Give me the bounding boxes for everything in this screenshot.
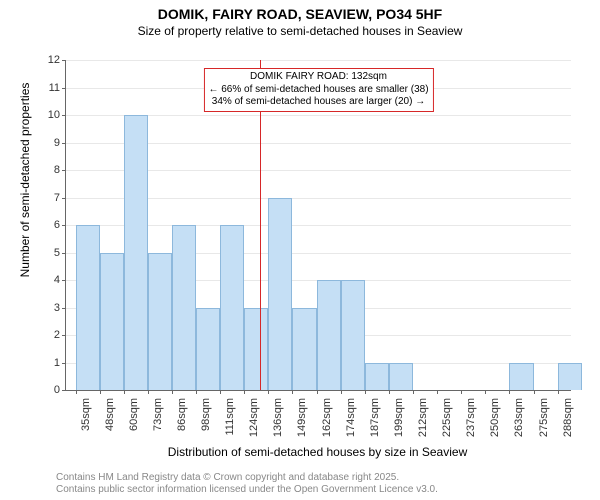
histogram-bar — [317, 280, 341, 390]
x-tick-label: 174sqm — [345, 398, 357, 437]
chart-title-main: DOMIK, FAIRY ROAD, SEAVIEW, PO34 5HF — [0, 6, 600, 22]
chart-title-sub: Size of property relative to semi-detach… — [0, 24, 600, 38]
plot-area: 012345678910111235sqm48sqm60sqm73sqm86sq… — [65, 60, 571, 391]
histogram-bar — [558, 363, 582, 391]
y-tick-mark — [62, 143, 66, 144]
x-tick-label: 111sqm — [224, 398, 236, 436]
x-tick-label: 199sqm — [393, 398, 405, 437]
x-tick-mark — [220, 390, 221, 394]
x-tick-label: 48sqm — [104, 398, 116, 431]
y-tick-mark — [62, 198, 66, 199]
x-tick-mark — [317, 390, 318, 394]
annotation-box: DOMIK FAIRY ROAD: 132sqm← 66% of semi-de… — [203, 68, 433, 112]
y-tick-mark — [62, 253, 66, 254]
x-tick-mark — [534, 390, 535, 394]
x-tick-label: 212sqm — [417, 398, 429, 437]
x-tick-label: 187sqm — [369, 398, 381, 437]
x-tick-label: 60sqm — [128, 398, 140, 431]
histogram-bar — [268, 198, 292, 391]
x-tick-mark — [413, 390, 414, 394]
histogram-bar — [172, 225, 196, 390]
x-tick-mark — [437, 390, 438, 394]
histogram-bar — [220, 225, 244, 390]
histogram-bar — [509, 363, 533, 391]
chart-container: DOMIK, FAIRY ROAD, SEAVIEW, PO34 5HF Siz… — [0, 0, 600, 500]
histogram-bar — [148, 253, 172, 391]
x-tick-label: 73sqm — [152, 398, 164, 431]
y-axis-label: Number of semi-detached properties — [18, 15, 32, 345]
x-tick-mark — [124, 390, 125, 394]
histogram-bar — [76, 225, 100, 390]
x-tick-mark — [485, 390, 486, 394]
x-tick-mark — [509, 390, 510, 394]
y-tick-mark — [62, 115, 66, 116]
x-tick-mark — [76, 390, 77, 394]
x-tick-label: 237sqm — [465, 398, 477, 437]
x-tick-label: 263sqm — [513, 398, 525, 437]
x-tick-label: 250sqm — [489, 398, 501, 437]
histogram-bar — [365, 363, 389, 391]
x-tick-label: 98sqm — [200, 398, 212, 431]
y-tick-mark — [62, 60, 66, 61]
x-tick-mark — [172, 390, 173, 394]
annotation-line: ← 66% of semi-detached houses are smalle… — [208, 84, 428, 97]
x-tick-mark — [100, 390, 101, 394]
histogram-bar — [341, 280, 365, 390]
x-tick-mark — [389, 390, 390, 394]
y-tick-mark — [62, 363, 66, 364]
annotation-line: DOMIK FAIRY ROAD: 132sqm — [208, 71, 428, 84]
x-tick-mark — [461, 390, 462, 394]
y-tick-mark — [62, 225, 66, 226]
footer-line-1: Contains HM Land Registry data © Crown c… — [56, 472, 438, 484]
x-tick-label: 149sqm — [296, 398, 308, 437]
x-tick-mark — [244, 390, 245, 394]
annotation-line: 34% of semi-detached houses are larger (… — [208, 96, 428, 109]
x-tick-label: 35sqm — [80, 398, 92, 431]
x-tick-mark — [196, 390, 197, 394]
footer-line-2: Contains public sector information licen… — [56, 484, 438, 496]
x-tick-mark — [341, 390, 342, 394]
x-tick-mark — [365, 390, 366, 394]
x-tick-label: 275sqm — [538, 398, 550, 437]
x-tick-label: 162sqm — [321, 398, 333, 437]
histogram-bar — [389, 363, 413, 391]
y-tick-mark — [62, 170, 66, 171]
y-tick-mark — [62, 335, 66, 336]
x-tick-label: 124sqm — [248, 398, 260, 437]
x-tick-mark — [292, 390, 293, 394]
x-tick-mark — [268, 390, 269, 394]
x-tick-label: 288sqm — [562, 398, 574, 437]
x-tick-label: 86sqm — [176, 398, 188, 431]
footer-attribution: Contains HM Land Registry data © Crown c… — [56, 472, 438, 496]
x-tick-label: 225sqm — [441, 398, 453, 437]
gridline — [66, 60, 571, 61]
histogram-bar — [100, 253, 124, 391]
x-tick-mark — [148, 390, 149, 394]
x-axis-label: Distribution of semi-detached houses by … — [65, 445, 570, 459]
histogram-bar — [124, 115, 148, 390]
y-tick-mark — [62, 390, 66, 391]
y-tick-mark — [62, 88, 66, 89]
x-tick-label: 136sqm — [272, 398, 284, 437]
x-tick-mark — [558, 390, 559, 394]
y-tick-mark — [62, 280, 66, 281]
y-tick-mark — [62, 308, 66, 309]
histogram-bar — [244, 308, 268, 391]
histogram-bar — [196, 308, 220, 391]
histogram-bar — [292, 308, 316, 391]
